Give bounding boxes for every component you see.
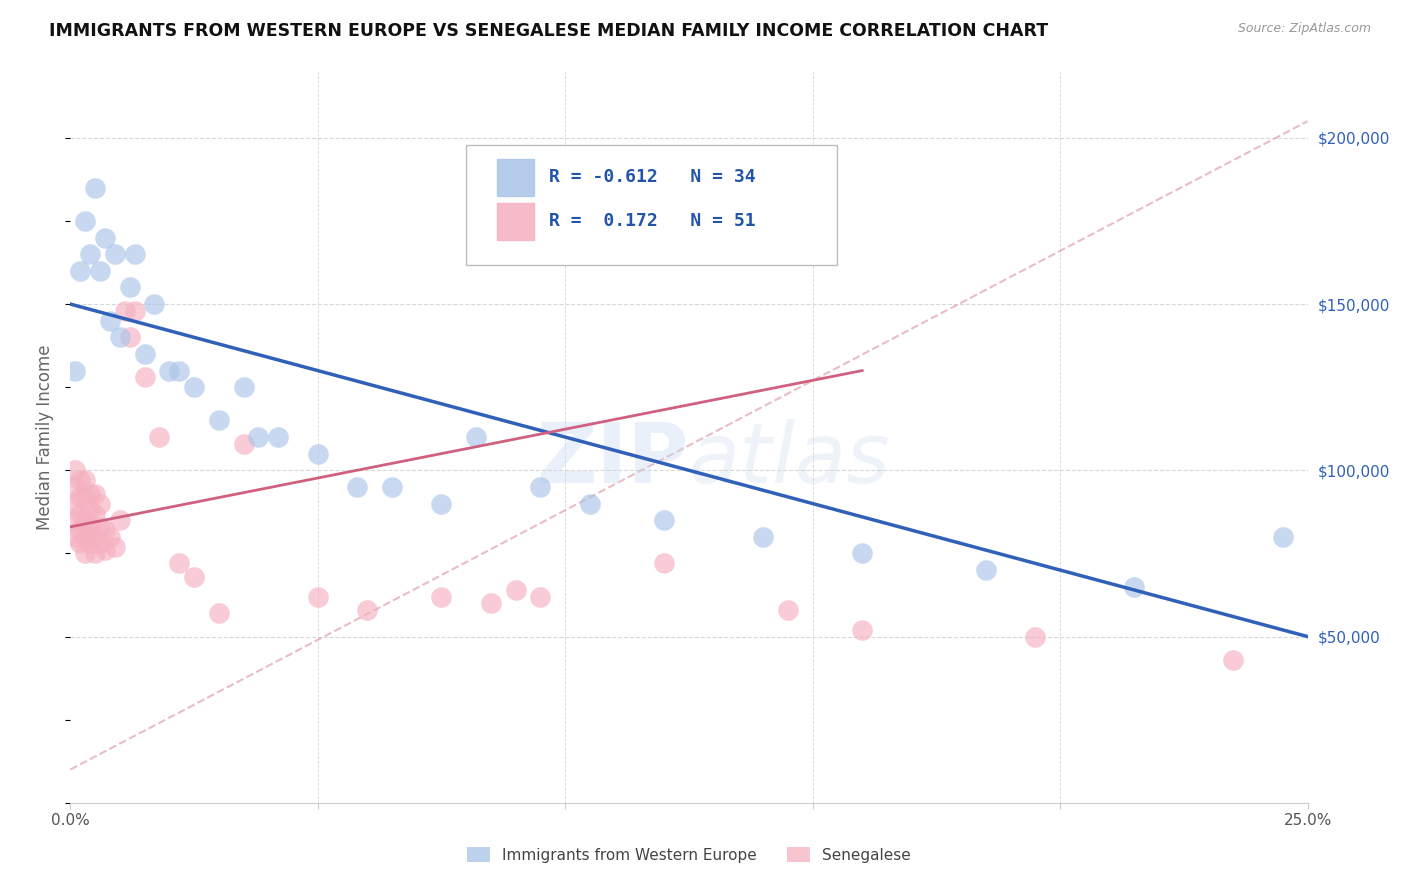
Point: [65, 513, 87, 527]
Point: [776, 603, 799, 617]
Point: [183, 380, 205, 394]
Point: [65, 480, 87, 494]
Point: [1024, 630, 1046, 644]
Text: IMMIGRANTS FROM WESTERN EUROPE VS SENEGALESE MEDIAN FAMILY INCOME CORRELATION CH: IMMIGRANTS FROM WESTERN EUROPE VS SENEGA…: [49, 22, 1049, 40]
Point: [529, 590, 551, 604]
Point: [75, 546, 97, 560]
Point: [118, 330, 141, 344]
Point: [75, 214, 97, 228]
Point: [69, 523, 91, 537]
Point: [974, 563, 997, 577]
Point: [69, 473, 91, 487]
Point: [381, 480, 404, 494]
Point: [104, 540, 127, 554]
Point: [851, 623, 873, 637]
Y-axis label: Median Family Income: Median Family Income: [37, 344, 55, 530]
Point: [232, 380, 254, 394]
Point: [75, 530, 97, 544]
Point: [307, 590, 329, 604]
Point: [652, 557, 675, 571]
Point: [267, 430, 290, 444]
Point: [79, 486, 101, 500]
Point: [94, 543, 117, 558]
FancyBboxPatch shape: [467, 145, 838, 265]
Point: [183, 570, 205, 584]
Point: [89, 520, 111, 534]
Point: [69, 507, 91, 521]
Point: [208, 607, 231, 621]
Point: [69, 264, 91, 278]
Point: [247, 430, 270, 444]
Text: atlas: atlas: [689, 418, 890, 500]
Point: [232, 436, 254, 450]
Text: Source: ZipAtlas.com: Source: ZipAtlas.com: [1237, 22, 1371, 36]
Point: [479, 596, 502, 610]
Point: [79, 536, 101, 550]
Point: [89, 536, 111, 550]
Point: [505, 582, 527, 597]
Point: [84, 530, 107, 544]
Point: [75, 490, 97, 504]
Bar: [498, 203, 534, 240]
Point: [430, 497, 453, 511]
Point: [79, 247, 101, 261]
Legend: Immigrants from Western Europe, Senegalese: Immigrants from Western Europe, Senegale…: [461, 840, 917, 869]
Point: [134, 347, 156, 361]
Point: [579, 497, 602, 511]
Point: [851, 546, 873, 560]
Text: R =  0.172   N = 51: R = 0.172 N = 51: [550, 212, 756, 230]
Point: [79, 503, 101, 517]
Point: [75, 473, 97, 487]
Point: [1123, 580, 1146, 594]
Point: [84, 546, 107, 560]
Point: [356, 603, 378, 617]
Point: [108, 330, 131, 344]
Point: [124, 303, 146, 318]
Point: [346, 480, 368, 494]
Point: [1222, 653, 1244, 667]
Point: [148, 430, 170, 444]
Point: [69, 536, 91, 550]
Point: [84, 507, 107, 521]
Point: [114, 303, 136, 318]
Point: [307, 447, 329, 461]
Point: [167, 363, 190, 377]
Point: [84, 180, 107, 194]
Point: [134, 370, 156, 384]
Point: [143, 297, 166, 311]
Point: [65, 497, 87, 511]
Point: [118, 280, 141, 294]
Point: [1271, 530, 1294, 544]
Point: [104, 247, 127, 261]
Point: [208, 413, 231, 427]
Point: [124, 247, 146, 261]
Point: [465, 430, 488, 444]
Point: [69, 490, 91, 504]
Point: [98, 530, 121, 544]
Point: [430, 590, 453, 604]
Point: [94, 523, 117, 537]
Point: [157, 363, 180, 377]
Point: [65, 363, 87, 377]
Point: [79, 520, 101, 534]
Point: [65, 463, 87, 477]
Text: R = -0.612   N = 34: R = -0.612 N = 34: [550, 169, 756, 186]
Bar: [498, 159, 534, 195]
Text: ZIP: ZIP: [537, 418, 689, 500]
Point: [89, 264, 111, 278]
Point: [108, 513, 131, 527]
Point: [75, 513, 97, 527]
Point: [529, 480, 551, 494]
Point: [94, 230, 117, 244]
Point: [98, 314, 121, 328]
Point: [167, 557, 190, 571]
Point: [752, 530, 775, 544]
Point: [65, 530, 87, 544]
Point: [89, 497, 111, 511]
Point: [652, 513, 675, 527]
Point: [84, 486, 107, 500]
